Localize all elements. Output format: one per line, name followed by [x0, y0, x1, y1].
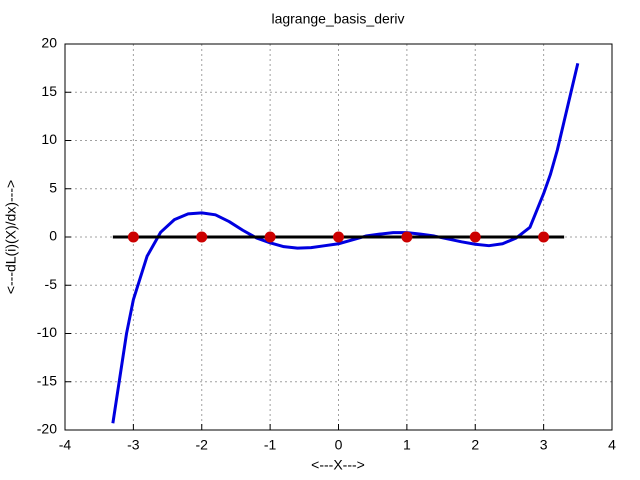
y-tick-label: 5: [49, 179, 57, 195]
y-tick-label: 0: [49, 228, 57, 244]
chart-title: lagrange_basis_deriv: [271, 11, 404, 27]
y-tick-label: -15: [37, 372, 57, 388]
y-axis-label: <---dL(i)(X)/dx)--->: [3, 180, 19, 294]
x-tick-label: 2: [471, 437, 479, 453]
point: [196, 231, 208, 243]
y-tick-label: 20: [41, 35, 57, 51]
x-tick-label: 3: [540, 437, 548, 453]
x-tick-label: 0: [335, 437, 343, 453]
point: [127, 231, 139, 243]
x-tick-label: -3: [127, 437, 140, 453]
point: [333, 231, 344, 243]
y-tick-label: 15: [41, 83, 57, 99]
line: [111, 62, 580, 424]
point: [401, 231, 413, 243]
y-tick-label: -5: [45, 276, 58, 292]
x-tick-label: -1: [264, 437, 277, 453]
point: [264, 231, 276, 243]
x-tick-label: -4: [59, 437, 72, 453]
point: [469, 231, 481, 243]
x-tick-label: 4: [608, 437, 616, 453]
plot-border: [64, 43, 613, 431]
x-axis-label: <---X--->: [311, 457, 365, 473]
y-tick-label: 10: [41, 131, 57, 147]
x-tick-label: -2: [196, 437, 209, 453]
x-tick-label: 1: [403, 437, 411, 453]
y-tick-label: -20: [37, 421, 57, 437]
y-tick-label: -10: [37, 324, 57, 340]
point: [538, 231, 550, 243]
